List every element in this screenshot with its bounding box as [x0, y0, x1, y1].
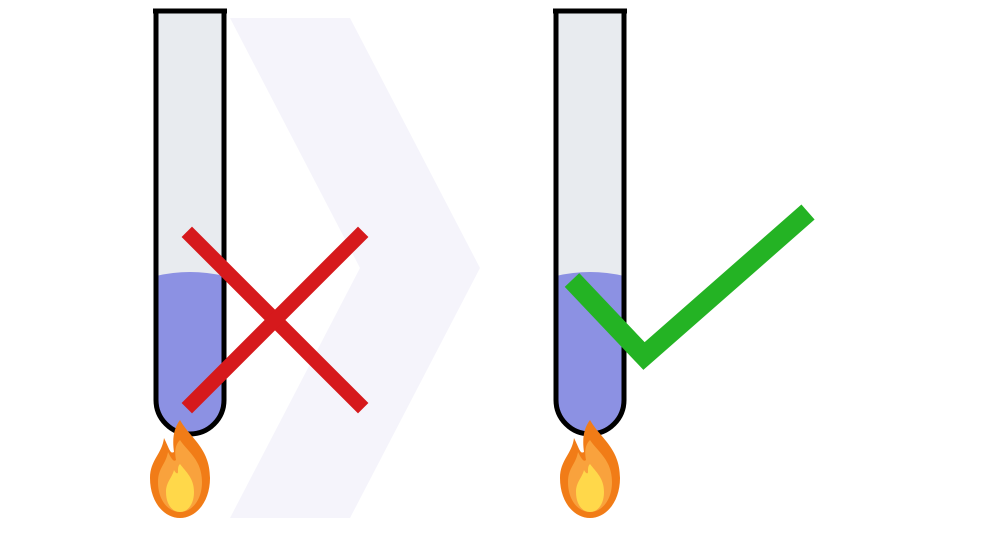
watermark-shape [230, 18, 480, 518]
tube-liquid [156, 272, 224, 434]
diagram-stage [0, 0, 1000, 538]
flame-svg [140, 420, 220, 520]
tube-liquid [556, 272, 624, 434]
flame-icon [140, 420, 220, 520]
flame-icon [550, 420, 630, 520]
test-tube-svg [150, 8, 230, 438]
flame-svg [550, 420, 630, 520]
test-tube-svg [550, 8, 630, 438]
test-tube-right [550, 8, 630, 438]
test-tube-wrong [150, 8, 230, 438]
